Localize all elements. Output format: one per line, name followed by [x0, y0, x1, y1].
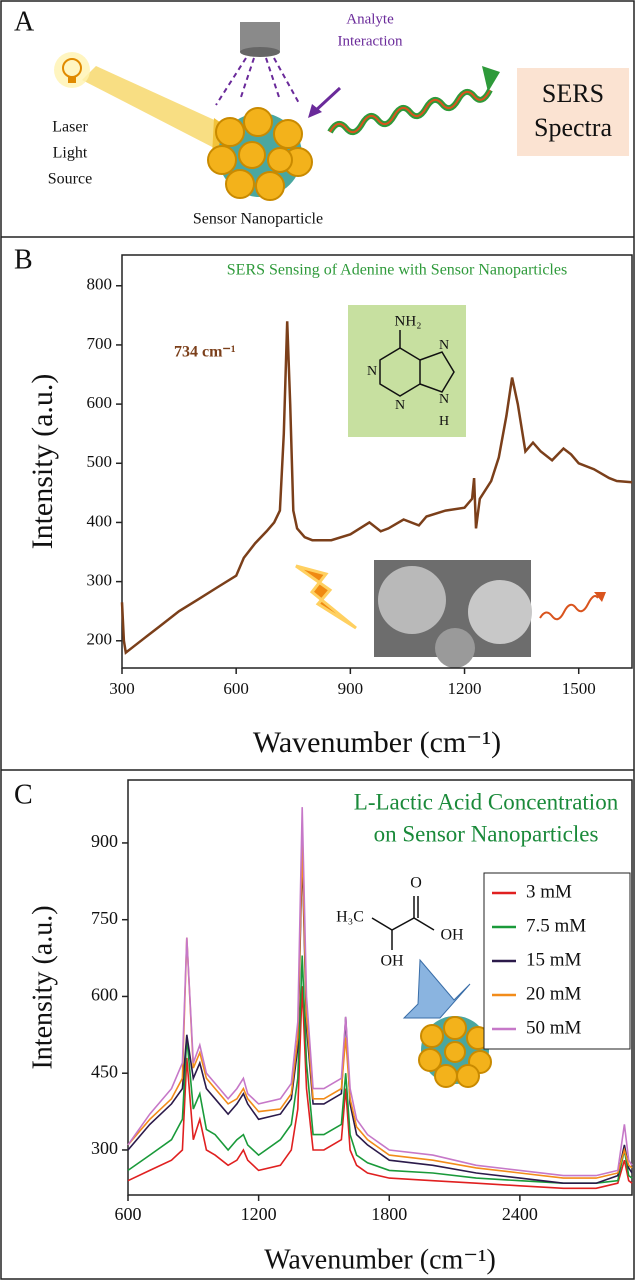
adenine-inset — [348, 305, 466, 437]
atom-label: N — [439, 392, 449, 407]
atom-label: H₃C — [336, 909, 364, 926]
panel-label: C — [14, 779, 33, 810]
y-tick-label: 200 — [87, 630, 113, 649]
atom-label: O — [410, 875, 422, 892]
analyte-label: Analyte — [346, 11, 394, 27]
chart-title: on Sensor Nanoparticles — [374, 821, 599, 846]
y-tick-label: 400 — [87, 511, 113, 530]
spectrum-line — [120, 321, 633, 655]
x-tick-label: 1800 — [371, 1204, 407, 1224]
output-label: SERS — [542, 79, 604, 108]
atom-label: OH — [440, 927, 464, 944]
x-axis-label: Wavenumber (cm⁻¹) — [253, 726, 501, 759]
x-tick-label: 1200 — [448, 679, 482, 698]
y-tick-label: 800 — [87, 275, 113, 294]
particle-label: Sensor Nanoparticle — [193, 211, 323, 228]
y-tick-label: 600 — [91, 985, 118, 1005]
laser-label: Laser — [52, 119, 88, 136]
x-tick-label: 1200 — [241, 1204, 277, 1224]
y-tick-label: 450 — [91, 1061, 118, 1081]
atom-label: OH — [380, 953, 404, 970]
panel-label: B — [14, 244, 33, 275]
legend-label: 20 mM — [526, 983, 582, 1004]
y-tick-label: 600 — [87, 393, 113, 412]
x-tick-label: 600 — [115, 1204, 142, 1224]
spectrum-line — [127, 955, 633, 1184]
atom-label: N — [367, 364, 377, 379]
panel-label: A — [14, 6, 35, 37]
y-axis-label: Intensity (a.u.) — [26, 374, 59, 550]
spectrum-line — [127, 807, 633, 1177]
atom-label: N — [395, 398, 405, 413]
laser-label: Source — [48, 171, 92, 188]
x-tick-label: 2400 — [502, 1204, 538, 1224]
schematic — [54, 22, 629, 201]
chart-title: L-Lactic Acid Concentration — [354, 789, 619, 814]
x-tick-label: 900 — [338, 679, 364, 698]
spectrum-line — [127, 986, 633, 1190]
x-axis-label: Wavenumber (cm⁻¹) — [264, 1244, 496, 1275]
analyte-label: Interaction — [338, 33, 403, 49]
atom-label: H — [439, 414, 449, 429]
y-tick-label: 300 — [91, 1138, 118, 1158]
chart-title: SERS Sensing of Adenine with Sensor Nano… — [227, 262, 567, 279]
y-tick-label: 900 — [91, 831, 118, 851]
x-tick-label: 1500 — [562, 679, 596, 698]
sem-inset — [295, 560, 606, 668]
legend-label: 3 mM — [526, 881, 572, 902]
x-tick-label: 600 — [223, 679, 249, 698]
y-tick-label: 500 — [87, 452, 113, 471]
output-label: Spectra — [534, 113, 612, 142]
y-tick-label: 700 — [87, 334, 113, 353]
plot-area — [127, 779, 633, 1196]
plot-area — [121, 254, 633, 669]
laser-label: Light — [53, 145, 88, 162]
legend-label: 50 mM — [526, 1017, 582, 1038]
y-tick-label: 750 — [91, 908, 118, 928]
legend-label: 7.5 mM — [526, 915, 586, 936]
lactic-inset — [371, 896, 492, 1088]
y-tick-label: 300 — [87, 571, 113, 590]
x-tick-label: 300 — [109, 679, 135, 698]
atom-label: NH₂ — [395, 313, 422, 329]
peak-annotation: 734 cm⁻¹ — [174, 344, 236, 361]
legend-label: 15 mM — [526, 949, 582, 970]
y-axis-label: Intensity (a.u.) — [27, 905, 58, 1069]
atom-label: N — [439, 338, 449, 353]
